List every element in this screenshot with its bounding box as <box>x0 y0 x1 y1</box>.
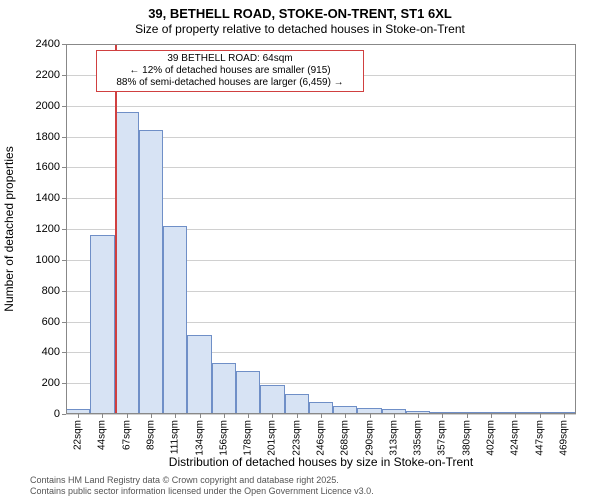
x-tick-mark <box>515 414 516 418</box>
plot-border <box>66 44 576 414</box>
footer-attribution: Contains HM Land Registry data © Crown c… <box>30 475 374 496</box>
x-tick-label: 201sqm <box>267 420 278 456</box>
x-tick-label: 134sqm <box>194 420 205 456</box>
y-tick-label: 1200 <box>10 223 60 235</box>
chart-title: 39, BETHELL ROAD, STOKE-ON-TRENT, ST1 6X… <box>0 6 600 21</box>
x-tick-mark <box>297 414 298 418</box>
x-tick-label: 380sqm <box>461 420 472 456</box>
annotation-line: 88% of semi-detached houses are larger (… <box>101 77 359 89</box>
x-tick-mark <box>442 414 443 418</box>
x-tick-label: 44sqm <box>97 420 108 450</box>
y-tick-label: 600 <box>10 316 60 328</box>
y-tick-label: 400 <box>10 346 60 358</box>
y-tick-mark <box>62 414 66 415</box>
footer-line-2: Contains public sector information licen… <box>30 486 374 496</box>
x-tick-label: 357sqm <box>437 420 448 456</box>
y-tick-label: 200 <box>10 377 60 389</box>
y-tick-mark <box>62 352 66 353</box>
x-tick-label: 22sqm <box>73 420 84 450</box>
y-tick-mark <box>62 322 66 323</box>
x-tick-mark <box>418 414 419 418</box>
plot-area: 39 BETHELL ROAD: 64sqm← 12% of detached … <box>66 44 576 414</box>
y-tick-label: 1600 <box>10 161 60 173</box>
x-tick-label: 402sqm <box>486 420 497 456</box>
x-tick-mark <box>272 414 273 418</box>
x-tick-mark <box>224 414 225 418</box>
y-tick-label: 1800 <box>10 131 60 143</box>
y-tick-mark <box>62 106 66 107</box>
x-tick-mark <box>394 414 395 418</box>
x-tick-label: 469sqm <box>558 420 569 456</box>
x-tick-label: 335sqm <box>413 420 424 456</box>
x-tick-label: 290sqm <box>364 420 375 456</box>
x-tick-mark <box>370 414 371 418</box>
x-tick-mark <box>127 414 128 418</box>
x-tick-mark <box>491 414 492 418</box>
x-tick-mark <box>540 414 541 418</box>
y-tick-label: 1400 <box>10 192 60 204</box>
chart-subtitle: Size of property relative to detached ho… <box>0 22 600 36</box>
x-tick-mark <box>321 414 322 418</box>
y-tick-mark <box>62 260 66 261</box>
annotation-line: ← 12% of detached houses are smaller (91… <box>101 65 359 77</box>
x-tick-label: 223sqm <box>291 420 302 456</box>
x-tick-mark <box>175 414 176 418</box>
y-tick-label: 2000 <box>10 100 60 112</box>
x-tick-mark <box>564 414 565 418</box>
x-tick-label: 424sqm <box>510 420 521 456</box>
y-tick-label: 800 <box>10 285 60 297</box>
y-tick-label: 2200 <box>10 69 60 81</box>
y-tick-mark <box>62 291 66 292</box>
y-tick-label: 2400 <box>10 38 60 50</box>
x-tick-label: 111sqm <box>170 420 181 454</box>
y-tick-mark <box>62 383 66 384</box>
annotation-line: 39 BETHELL ROAD: 64sqm <box>101 53 359 65</box>
footer-line-1: Contains HM Land Registry data © Crown c… <box>30 475 374 485</box>
y-tick-mark <box>62 75 66 76</box>
y-tick-mark <box>62 198 66 199</box>
x-tick-mark <box>200 414 201 418</box>
x-tick-label: 156sqm <box>218 420 229 456</box>
y-tick-label: 1000 <box>10 254 60 266</box>
chart-root: 39, BETHELL ROAD, STOKE-ON-TRENT, ST1 6X… <box>0 0 600 500</box>
x-tick-mark <box>102 414 103 418</box>
x-tick-label: 178sqm <box>243 420 254 456</box>
x-tick-mark <box>78 414 79 418</box>
x-tick-mark <box>467 414 468 418</box>
x-tick-label: 268sqm <box>340 420 351 456</box>
x-tick-label: 246sqm <box>316 420 327 456</box>
x-tick-label: 447sqm <box>534 420 545 456</box>
y-tick-mark <box>62 137 66 138</box>
x-axis-label: Distribution of detached houses by size … <box>66 455 576 469</box>
x-tick-mark <box>248 414 249 418</box>
annotation-box: 39 BETHELL ROAD: 64sqm← 12% of detached … <box>96 50 364 92</box>
y-tick-mark <box>62 229 66 230</box>
x-tick-label: 67sqm <box>121 420 132 450</box>
x-tick-label: 89sqm <box>146 420 157 450</box>
y-tick-mark <box>62 167 66 168</box>
x-tick-label: 313sqm <box>388 420 399 456</box>
y-tick-mark <box>62 44 66 45</box>
y-tick-label: 0 <box>10 408 60 420</box>
x-tick-mark <box>151 414 152 418</box>
x-tick-mark <box>345 414 346 418</box>
